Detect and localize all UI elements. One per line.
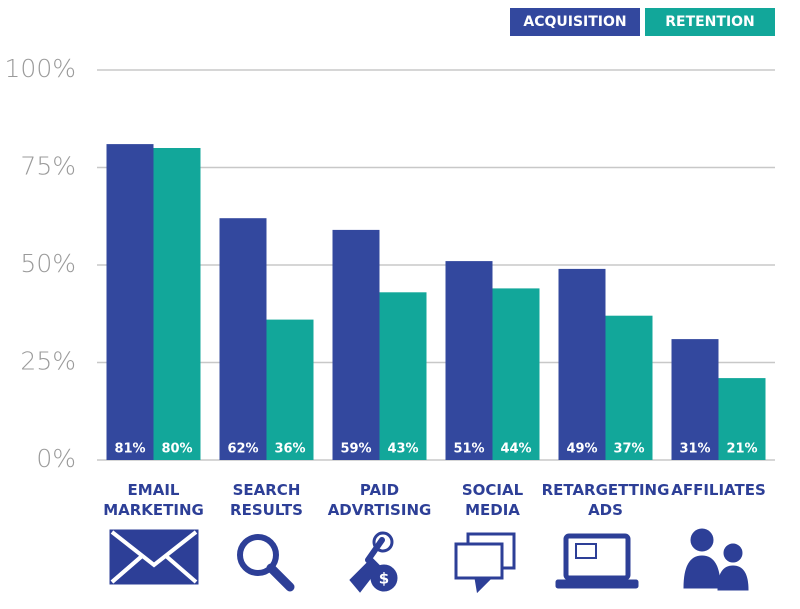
- value-label: 37%: [613, 442, 644, 457]
- svg-text:$: $: [379, 570, 389, 588]
- value-label: 51%: [453, 442, 484, 457]
- value-label: 44%: [500, 442, 531, 457]
- bar: [671, 339, 719, 460]
- bar: [332, 229, 380, 460]
- y-tick-label: 50%: [20, 249, 76, 278]
- email-icon: [109, 529, 199, 585]
- value-label: 80%: [161, 442, 192, 457]
- value-label: 49%: [566, 442, 597, 457]
- x-tick-label: EMAIL MARKETING: [103, 481, 204, 519]
- bar: [718, 378, 766, 460]
- y-tick-label: 100%: [5, 54, 76, 83]
- icons: $: [109, 528, 749, 594]
- value-label: 43%: [387, 442, 418, 457]
- bar: [492, 288, 540, 460]
- x-tick-label: SOCIAL MEDIA: [461, 481, 524, 519]
- value-label: 59%: [340, 442, 371, 457]
- x-tick-label: RETARGETTING ADS: [541, 481, 670, 519]
- legend-swatch: [645, 8, 775, 36]
- bar: [445, 261, 493, 460]
- bar: [605, 315, 653, 460]
- y-tick-label: 25%: [20, 347, 76, 376]
- x-tick-label: PAID ADVRTISING: [327, 481, 432, 519]
- value-label: 31%: [679, 442, 710, 457]
- legend-label: ACQUISITION: [523, 14, 626, 30]
- value-label: 21%: [726, 442, 757, 457]
- bar: [558, 268, 606, 460]
- bar: [266, 319, 314, 460]
- bar: [153, 148, 201, 460]
- value-label: 36%: [274, 442, 305, 457]
- value-label: 81%: [114, 442, 145, 457]
- y-tick-label: 75%: [20, 152, 76, 181]
- y-tick-label: 0%: [36, 444, 76, 473]
- affiliates-icon: [690, 528, 714, 552]
- search-icon: [237, 534, 279, 576]
- x-tick-label: SEARCH RESULTS: [230, 481, 303, 519]
- ads-icon: [563, 533, 631, 581]
- legend-swatch: [510, 8, 640, 36]
- bar: [379, 292, 427, 460]
- value-label: 62%: [227, 442, 258, 457]
- legend-label: RETENTION: [665, 14, 755, 30]
- x-tick-label: AFFILIATES: [671, 481, 766, 499]
- bar: [106, 144, 154, 460]
- bar: [219, 218, 267, 460]
